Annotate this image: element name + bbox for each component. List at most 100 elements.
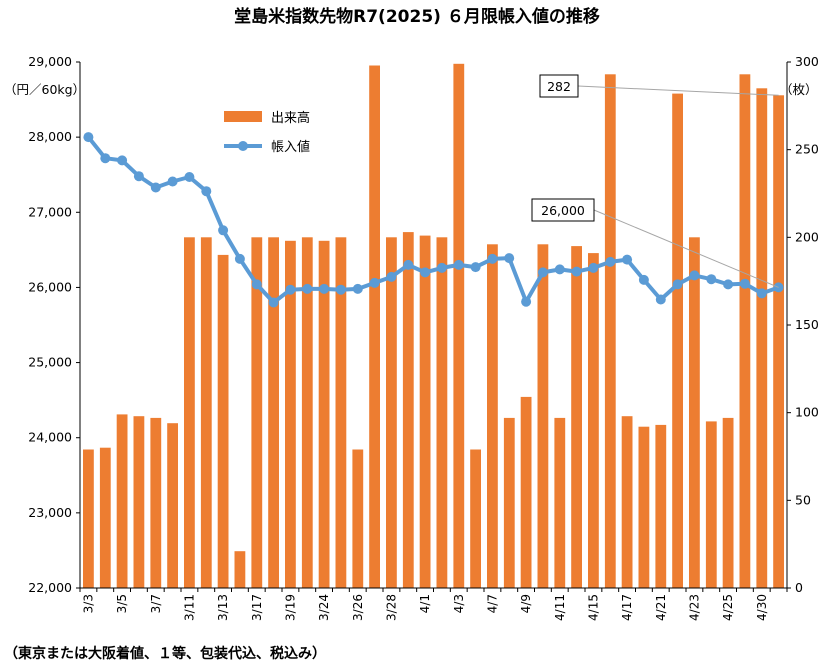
volume-bar (301, 237, 313, 589)
price-marker (487, 253, 498, 264)
price-marker (117, 155, 128, 166)
price-marker (167, 176, 178, 187)
price-marker (638, 274, 649, 285)
price-marker (588, 262, 599, 273)
volume-bar (756, 88, 768, 589)
price-marker (504, 253, 515, 264)
volume-bar (672, 93, 683, 588)
x-tick-label: 4/7 (485, 594, 499, 613)
price-marker (655, 294, 666, 305)
price-marker (268, 297, 279, 308)
price-marker (521, 296, 532, 307)
volume-bar (705, 421, 717, 588)
left-axis-unit: （円／60kg） (4, 82, 85, 97)
x-tick-label: 3/13 (216, 594, 230, 621)
price-marker (352, 283, 363, 294)
x-tick-label: 3/26 (351, 594, 365, 621)
volume-bar (689, 237, 700, 589)
price-marker (251, 279, 262, 290)
price-marker (234, 253, 245, 264)
price-marker (723, 279, 734, 290)
price-marker (184, 172, 195, 182)
price-marker (150, 182, 161, 193)
legend-label-price: 帳入値 (271, 139, 310, 155)
left-tick-label: 22,000 (28, 580, 72, 595)
volume-bar (604, 74, 616, 589)
price-marker (706, 274, 717, 285)
volume-bar (436, 237, 448, 589)
price-marker (739, 278, 750, 289)
x-tick-label: 4/1 (418, 594, 432, 613)
volume-bar (318, 240, 330, 589)
volume-bar (200, 237, 212, 589)
volume-bar (520, 396, 532, 588)
volume-bar (133, 416, 145, 588)
volume-bar (386, 237, 397, 589)
volume-bar (285, 240, 296, 589)
legend-box (218, 99, 336, 165)
price-marker (201, 186, 212, 197)
x-tick-label: 4/3 (452, 594, 466, 613)
volume-bar (655, 424, 667, 588)
footnote: （東京または大阪着値、１等、包装代込、税込み） (4, 645, 326, 662)
callout-volume-label: 282 (547, 79, 571, 94)
legend-swatch-marker (238, 141, 248, 151)
x-tick-label: 4/15 (586, 594, 600, 621)
volume-bar (167, 423, 178, 588)
legend: 出来高 帳入値 (218, 99, 336, 165)
callout-box (531, 198, 595, 222)
price-marker (133, 171, 144, 182)
left-tick-label: 28,000 (28, 129, 72, 144)
volume-bar (402, 232, 414, 588)
callout-leader (577, 85, 779, 96)
chart-title: 堂島米指数先物R7(2025) ６月限帳入値の推移 (234, 6, 600, 27)
volume-bar (352, 449, 364, 588)
x-tick-label: 4/9 (519, 594, 533, 613)
right-tick-label: 0 (795, 580, 803, 595)
volume-bar (722, 417, 734, 588)
x-tick-label: 3/24 (317, 594, 331, 621)
left-axis-ticks: 22,000 23,000 24,000 25,000 26,000 27,000 28,0… (28, 54, 80, 595)
x-tick-label: 3/5 (115, 594, 129, 613)
volume-bar (554, 417, 566, 588)
price-marker (420, 267, 431, 278)
callout-price-label: 26,000 (541, 203, 585, 218)
volume-bar (588, 253, 599, 588)
right-tick-label: 300 (795, 54, 819, 69)
price-marker (302, 283, 313, 294)
volume-bar (99, 447, 111, 588)
x-tick-label: 4/21 (654, 594, 668, 621)
price-marker (756, 288, 767, 299)
callouts: 282 26,000 (531, 74, 779, 288)
price-marker (335, 284, 346, 295)
price-marker (453, 259, 464, 270)
volume-bar (335, 237, 347, 589)
x-tick-label: 4/25 (721, 594, 735, 621)
right-axis-unit: （枚） (780, 82, 818, 97)
volume-bar (150, 417, 162, 588)
x-tick-label: 3/11 (182, 594, 196, 621)
x-tick-label: 4/11 (553, 594, 567, 621)
price-marker (218, 225, 229, 236)
volume-bar (470, 449, 481, 588)
x-axis-ticks: 3/3 3/5 3/7 3/11 3/13 3/17 3/19 3/24 3/26 3/28 4/1… (79, 588, 788, 621)
volume-bar (83, 449, 94, 588)
line-series-settlement (83, 132, 784, 308)
price-marker (319, 283, 330, 294)
volume-bar (739, 74, 751, 589)
price-marker (689, 270, 700, 281)
volume-bar (184, 237, 195, 589)
x-tick-label: 3/28 (384, 594, 398, 621)
price-marker (672, 279, 683, 290)
right-axis-ticks: 0 50 100 150 200 250 300 (787, 54, 819, 595)
x-tick-label: 3/7 (149, 594, 163, 613)
price-marker (369, 277, 380, 288)
price-marker (386, 271, 397, 282)
left-tick-label: 29,000 (28, 54, 72, 69)
callout-leader (593, 209, 779, 288)
right-tick-label: 50 (795, 492, 811, 507)
volume-bar (369, 65, 380, 588)
legend-swatch-bar (224, 111, 262, 122)
volume-bar (419, 235, 431, 588)
volume-bar (503, 417, 515, 588)
